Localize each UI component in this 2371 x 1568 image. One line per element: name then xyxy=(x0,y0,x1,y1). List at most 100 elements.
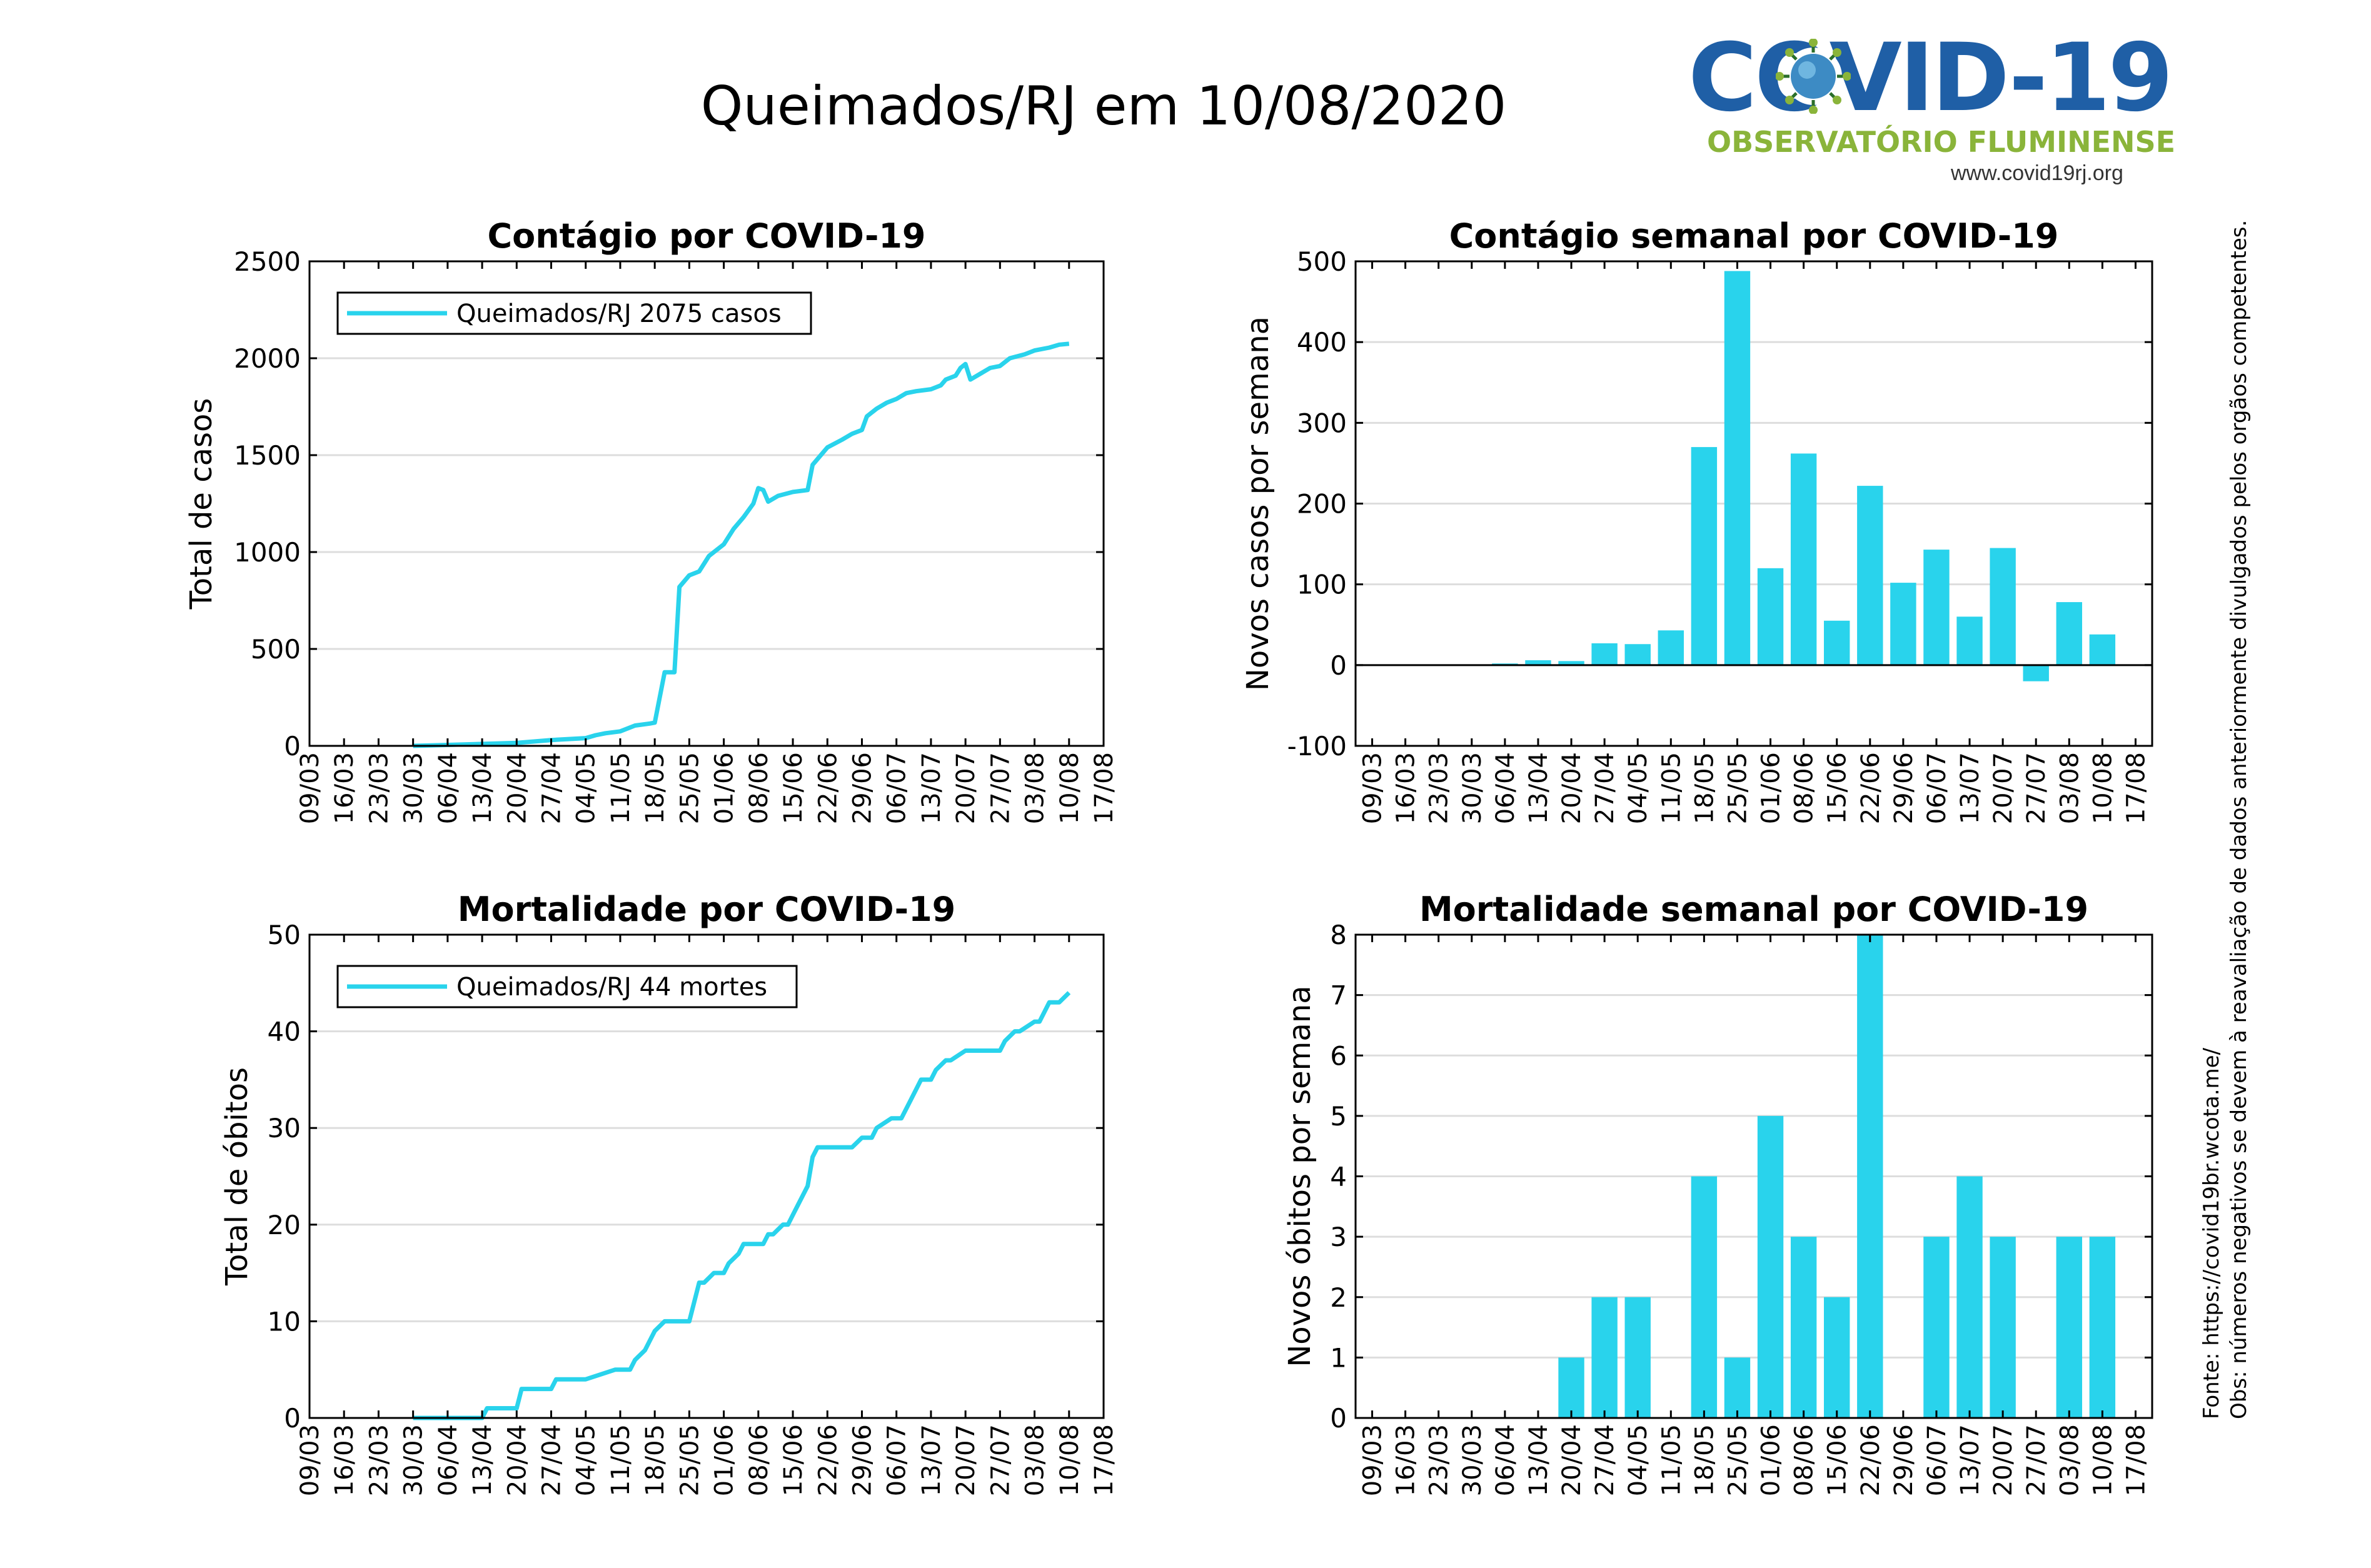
x-tick-label: 08/06 xyxy=(1790,1424,1819,1496)
x-tick-label: 22/06 xyxy=(813,752,842,824)
x-tick-label: 06/04 xyxy=(434,1424,463,1496)
x-tick-label: 29/06 xyxy=(848,1424,877,1496)
x-tick-label: 27/04 xyxy=(1591,752,1619,824)
x-tick-label: 15/06 xyxy=(779,752,808,824)
x-tick-label: 06/04 xyxy=(434,752,463,824)
x-tick-label: 13/04 xyxy=(1524,1424,1553,1496)
x-tick-label: 17/08 xyxy=(2122,1424,2150,1496)
x-tick-label: 10/08 xyxy=(2088,1424,2117,1496)
bar xyxy=(2089,634,2116,665)
y-tick-label: 1500 xyxy=(234,440,301,471)
y-tick-label: 30 xyxy=(268,1113,301,1143)
x-tick-label: 25/05 xyxy=(1723,752,1752,824)
y-tick-label: 0 xyxy=(1330,650,1347,681)
x-tick-label: 13/07 xyxy=(917,752,946,824)
x-tick-label: 22/06 xyxy=(1856,752,1885,824)
y-tick-label: 1000 xyxy=(234,537,301,568)
x-tick-label: 17/08 xyxy=(2122,752,2150,824)
x-tick-label: 25/05 xyxy=(1723,1424,1752,1496)
chart-title: Mortalidade por COVID-19 xyxy=(458,890,955,929)
y-tick-label: 100 xyxy=(1297,570,1347,600)
bar xyxy=(1857,935,1883,1418)
bar xyxy=(1923,550,1950,665)
y-tick-label: -100 xyxy=(1287,731,1347,761)
bar xyxy=(2089,1237,2116,1418)
y-axis-label: Novos casos por semana xyxy=(1241,316,1276,691)
x-tick-label: 23/03 xyxy=(1425,752,1454,824)
bar xyxy=(1724,271,1751,665)
x-tick-label: 13/04 xyxy=(468,752,497,824)
bar xyxy=(1824,620,1850,665)
x-tick-label: 06/07 xyxy=(1923,752,1951,824)
bar xyxy=(1956,1176,1983,1418)
x-tick-label: 15/06 xyxy=(1823,1424,1852,1496)
chart-title: Mortalidade semanal por COVID-19 xyxy=(1419,890,2088,929)
x-tick-label: 20/07 xyxy=(952,1424,980,1496)
x-tick-label: 08/06 xyxy=(1790,752,1819,824)
bar xyxy=(1990,548,2016,665)
x-tick-label: 10/08 xyxy=(1055,752,1084,824)
x-tick-label: 06/04 xyxy=(1491,752,1520,824)
page-title: Queimados/RJ em 10/08/2020 xyxy=(700,75,1507,138)
bar xyxy=(1824,1297,1850,1418)
series-line xyxy=(413,991,1071,1420)
x-tick-label: 16/03 xyxy=(1392,1424,1421,1496)
x-tick-label: 09/03 xyxy=(296,1424,325,1496)
chart-panel-2: -100 0 100 200 300 400 500 09/03 16/03 23/03 30/03… xyxy=(1241,216,2153,824)
x-tick-label: 23/03 xyxy=(1425,1424,1454,1496)
x-tick-label: 16/03 xyxy=(330,752,359,824)
y-tick-label: 5 xyxy=(1330,1101,1347,1132)
bar xyxy=(1558,661,1584,665)
x-tick-label: 03/08 xyxy=(1021,752,1050,824)
x-tick-label: 18/05 xyxy=(1690,1424,1719,1496)
bar xyxy=(1624,1297,1651,1418)
logo-word: COVID-19 xyxy=(1688,24,2173,133)
x-tick-label: 18/05 xyxy=(641,752,670,824)
x-tick-label: 20/04 xyxy=(503,752,531,824)
x-tick-label: 01/06 xyxy=(710,752,739,824)
bar xyxy=(1757,1115,1784,1418)
x-tick-label: 04/05 xyxy=(572,1424,601,1496)
bar xyxy=(1890,583,1916,665)
y-tick-label: 3 xyxy=(1330,1222,1347,1252)
x-tick-label: 04/05 xyxy=(1624,752,1653,824)
x-tick-label: 30/03 xyxy=(400,1424,428,1496)
y-tick-label: 10 xyxy=(268,1306,301,1337)
bar xyxy=(1691,1176,1718,1418)
bar xyxy=(1757,568,1784,665)
bar xyxy=(1624,644,1651,665)
x-tick-label: 23/03 xyxy=(365,752,393,824)
x-tick-label: 03/08 xyxy=(2055,752,2084,824)
bar xyxy=(1956,616,1983,665)
y-tick-label: 200 xyxy=(1297,489,1347,520)
x-tick-label: 11/05 xyxy=(1657,1424,1686,1496)
y-tick-label: 2 xyxy=(1330,1282,1347,1313)
x-tick-label: 16/03 xyxy=(1392,752,1421,824)
chart-title: Contágio por COVID-19 xyxy=(487,216,925,256)
bar xyxy=(2056,602,2082,665)
bar xyxy=(1990,1237,2016,1418)
x-tick-label: 11/05 xyxy=(1657,752,1686,824)
x-tick-label: 27/04 xyxy=(1591,1424,1619,1496)
x-tick-label: 13/07 xyxy=(1956,1424,1985,1496)
x-tick-label: 06/07 xyxy=(1923,1424,1951,1496)
x-tick-label: 18/05 xyxy=(641,1424,670,1496)
y-tick-label: 500 xyxy=(251,634,301,665)
chart-panel-1: 0 500 1000 1500 2000 2500 09/03 16/03 23/03 30/03… xyxy=(184,216,1119,824)
y-axis-label: Novos óbitos por semana xyxy=(1282,985,1317,1367)
y-tick-label: 1 xyxy=(1330,1342,1347,1373)
bar xyxy=(1525,660,1551,665)
x-tick-label: 27/07 xyxy=(986,752,1015,824)
x-tick-label: 06/04 xyxy=(1491,1424,1520,1496)
x-tick-label: 20/07 xyxy=(1989,752,2018,824)
y-axis-label: Total de óbitos xyxy=(219,1067,254,1286)
y-tick-label: 40 xyxy=(268,1017,301,1047)
y-tick-label: 4 xyxy=(1330,1162,1347,1192)
x-tick-label: 13/07 xyxy=(1956,752,1985,824)
x-tick-label: 15/06 xyxy=(1823,752,1852,824)
x-tick-label: 30/03 xyxy=(1458,1424,1487,1496)
bar xyxy=(1923,1237,1950,1418)
legend-label: Queimados/RJ 2075 casos xyxy=(456,299,782,328)
